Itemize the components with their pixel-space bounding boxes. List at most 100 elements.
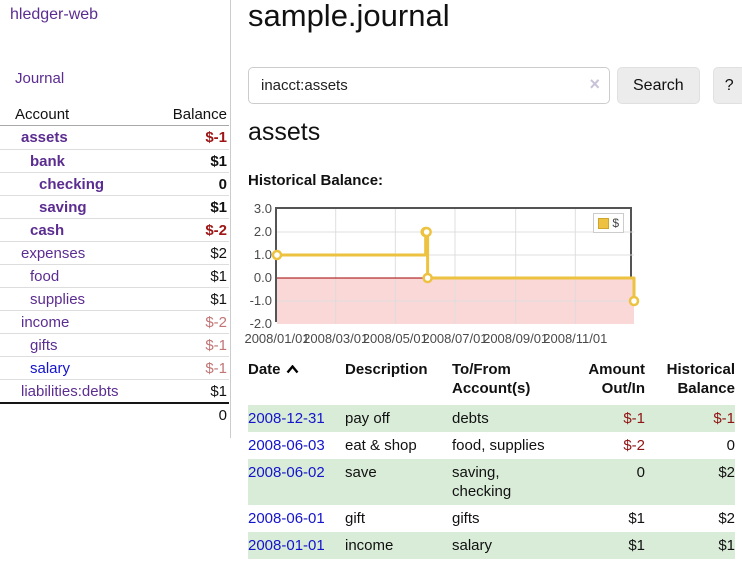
account-row: checking 0: [0, 172, 229, 195]
account-balance: $1: [210, 383, 227, 400]
register-row: 2008-06-02 save saving, checking 0 $2: [248, 459, 735, 505]
account-balance: $1: [210, 268, 227, 285]
legend-label: $: [612, 216, 619, 230]
account-balance: $-1: [205, 337, 227, 354]
register-header-balance: Historical Balance: [666, 361, 735, 397]
transaction-accounts: saving, checking: [452, 464, 512, 500]
account-heading: assets: [248, 118, 321, 146]
account-link-gifts[interactable]: gifts: [30, 337, 58, 354]
account-link-saving[interactable]: saving: [39, 199, 87, 216]
account-row: supplies $1: [0, 287, 229, 310]
search-bar: × Search ?: [248, 67, 742, 104]
account-balance: $-2: [205, 314, 227, 331]
account-row: assets $-1: [0, 126, 229, 149]
transaction-date-link[interactable]: 2008-06-03: [248, 437, 325, 454]
transaction-balance: 0: [726, 437, 735, 454]
x-tick-label: 2008/01/01: [244, 331, 310, 346]
register-row: 2008-12-31 pay off debts $-1 $-1: [248, 405, 735, 432]
sidebar-item-journal[interactable]: Journal: [15, 70, 65, 87]
transaction-accounts: food, supplies: [452, 437, 545, 454]
main-content: sample.journal × Search ? assets Histori…: [244, 0, 742, 582]
chart-plot-area: $: [271, 207, 640, 324]
chart-point: [271, 249, 283, 261]
chart-point: [422, 272, 433, 284]
account-balance: 0: [218, 176, 227, 193]
transaction-balance: $-1: [713, 410, 735, 427]
transaction-accounts: salary: [452, 537, 493, 554]
y-tick-label: 0.0: [253, 270, 272, 285]
register-header-row: Date Description To/From Account(s) Amou…: [248, 358, 735, 405]
account-balance: $-1: [205, 360, 227, 377]
account-row: liabilities:debts $1: [0, 379, 229, 402]
x-tick-label: 2008/05/01: [362, 331, 428, 346]
account-link-expenses[interactable]: expenses: [21, 245, 86, 262]
y-tick-label: 2.0: [253, 224, 272, 239]
account-row: salary $-1: [0, 356, 229, 379]
help-button[interactable]: ?: [712, 67, 742, 104]
account-link-cash[interactable]: cash: [30, 222, 65, 239]
transaction-amount: $-2: [623, 437, 645, 454]
account-link-checking[interactable]: checking: [39, 176, 105, 193]
register-header-amount: Amount Out/In: [588, 361, 645, 397]
x-tick-label: 2008/07/01: [422, 331, 488, 346]
search-button[interactable]: Search: [617, 67, 700, 104]
x-tick-label: 2008/09/01: [483, 331, 549, 346]
transaction-description: income: [345, 537, 394, 554]
register-header-date[interactable]: Date: [248, 358, 345, 405]
account-link-salary[interactable]: salary: [30, 360, 71, 377]
clear-search-icon[interactable]: ×: [589, 74, 600, 94]
accounts-table-header: Account Balance: [0, 103, 229, 126]
register-header-date-label: Date: [248, 361, 281, 378]
account-link-assets[interactable]: assets: [21, 129, 68, 146]
register-row: 2008-06-03 eat & shop food, supplies $-2 0: [248, 432, 735, 459]
app-brand-link[interactable]: hledger-web: [10, 6, 99, 23]
transaction-accounts: debts: [452, 410, 489, 427]
y-tick-label: 3.0: [253, 201, 272, 216]
historical-balance-chart: $ 3.0 2.0 1.0 0.0 -1.0 -2.0 2008/01/01 2008/03/…: [244, 201, 735, 346]
account-row: income $-2: [0, 310, 229, 333]
account-link-supplies[interactable]: supplies: [30, 291, 86, 308]
chart-point: [628, 295, 640, 307]
transaction-description: pay off: [345, 410, 390, 427]
transaction-date-link[interactable]: 2008-06-02: [248, 464, 325, 481]
account-row: saving $1: [0, 195, 229, 218]
register-rows: 2008-12-31 pay off debts $-1 $-1 2008-06-03 ea…: [248, 405, 735, 559]
account-balance: $1: [210, 153, 227, 170]
account-balance: $2: [210, 245, 227, 262]
y-tick-label: -2.0: [249, 316, 272, 331]
x-tick-label: 2008/11/01: [543, 331, 608, 346]
accounts-table: Account Balance assets $-1 bank $1 checking 0…: [0, 103, 229, 425]
accounts-rows: assets $-1 bank $1 checking 0 saving $1 cash $-2 e…: [0, 126, 229, 402]
chart-legend: $: [593, 213, 624, 233]
register-header-description: Description: [345, 361, 428, 378]
page-title: sample.journal: [248, 0, 450, 33]
transaction-balance: $2: [718, 510, 735, 527]
account-balance: $1: [210, 199, 227, 216]
account-balance: $1: [210, 291, 227, 308]
search-input[interactable]: [248, 67, 610, 104]
transaction-date-link[interactable]: 2008-01-01: [248, 537, 325, 554]
register-row: 2008-06-01 gift gifts $1 $2: [248, 505, 735, 532]
accounts-total-value: 0: [218, 407, 227, 424]
transaction-description: eat & shop: [345, 437, 417, 454]
account-row: cash $-2: [0, 218, 229, 241]
transaction-date-link[interactable]: 2008-12-31: [248, 410, 325, 427]
transaction-description: gift: [345, 510, 366, 527]
register-header-account: To/From Account(s): [452, 361, 531, 397]
chart-point: [421, 226, 432, 238]
transaction-amount: $-1: [623, 410, 645, 427]
account-link-income[interactable]: income: [21, 314, 70, 331]
transaction-description: save: [345, 464, 377, 481]
transaction-balance: $1: [718, 537, 735, 554]
account-balance: $-1: [205, 129, 227, 146]
transaction-amount: $1: [628, 510, 645, 527]
account-row: expenses $2: [0, 241, 229, 264]
account-link-liabilities-debts[interactable]: liabilities:debts: [21, 383, 119, 400]
account-link-bank[interactable]: bank: [30, 153, 66, 170]
transaction-accounts: gifts: [452, 510, 480, 527]
account-link-food[interactable]: food: [30, 268, 60, 285]
transaction-date-link[interactable]: 2008-06-01: [248, 510, 325, 527]
register-table: Date Description To/From Account(s) Amou…: [248, 358, 735, 559]
account-row: bank $1: [0, 149, 229, 172]
account-row: food $1: [0, 264, 229, 287]
